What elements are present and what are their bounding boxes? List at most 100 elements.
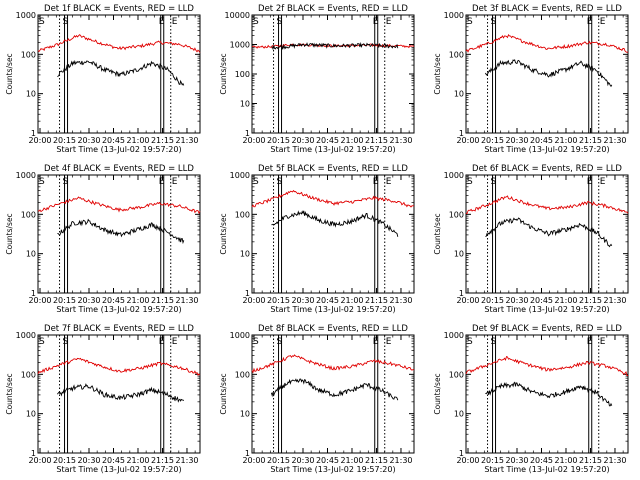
- y-axis-label: Counts/sec: [433, 213, 442, 254]
- x-tick-label: 20:15: [53, 456, 76, 465]
- lld-series-line: [37, 357, 201, 377]
- plot-frame: [251, 174, 415, 294]
- end-marker-label: E: [587, 177, 593, 187]
- x-tick-label: 21:15: [151, 296, 174, 305]
- start-marker-label: S: [491, 337, 497, 347]
- y-tick-label: 100: [235, 370, 250, 379]
- events-series-line: [57, 218, 185, 245]
- end-marker-label: E: [373, 337, 379, 347]
- plot-frame: [465, 174, 629, 294]
- end-marker-label: E: [159, 17, 165, 27]
- x-tick-label: 20:15: [481, 136, 504, 145]
- y-tick-label: 100: [449, 50, 464, 59]
- end-marker-label: E: [373, 177, 379, 187]
- y-tick-label: 1: [31, 129, 36, 138]
- y-tick-label: 10: [240, 100, 250, 109]
- y-tick-label: 1000: [230, 41, 250, 50]
- end-marker-label: E: [386, 177, 392, 187]
- y-tick-label: 10: [454, 250, 464, 259]
- lld-series-line: [37, 34, 201, 53]
- x-tick-label: 20:30: [291, 456, 314, 465]
- x-tick-label: 21:30: [389, 296, 412, 305]
- events-series-line: [485, 217, 613, 248]
- end-marker-label: E: [386, 337, 392, 347]
- x-tick-label: 21:30: [603, 456, 626, 465]
- y-tick-label: 1: [31, 289, 36, 298]
- lld-series-line: [251, 354, 415, 374]
- x-axis-label: Start Time (13-Jul-02 19:57:20): [484, 305, 609, 314]
- start-marker-label: S: [467, 17, 473, 27]
- end-marker-label: E: [172, 17, 178, 27]
- x-tick-label: 21:30: [175, 136, 198, 145]
- x-axis-label: Start Time (13-Jul-02 19:57:20): [56, 305, 181, 314]
- x-tick-label: 20:45: [530, 296, 553, 305]
- lld-series-line: [251, 189, 415, 208]
- x-tick-label: 20:45: [102, 296, 125, 305]
- x-tick-label: 20:45: [530, 456, 553, 465]
- chart-title: Det 5f BLACK = Events, RED = LLD: [258, 164, 408, 174]
- x-tick-label: 21:15: [365, 296, 388, 305]
- events-series-line: [485, 381, 613, 407]
- y-tick-label: 100: [449, 210, 464, 219]
- start-marker-label: S: [253, 337, 259, 347]
- chart-panel-5f: Det 5f BLACK = Events, RED = LLD 1 10 100 10…: [219, 164, 415, 314]
- x-tick-label: 20:15: [267, 456, 290, 465]
- x-tick-label: 20:00: [456, 296, 479, 305]
- end-marker-label: E: [587, 17, 593, 27]
- x-tick-label: 21:00: [554, 136, 577, 145]
- x-tick-label: 20:45: [102, 136, 125, 145]
- x-tick-label: 20:30: [291, 136, 314, 145]
- plot-frame: [465, 14, 629, 134]
- x-tick-label: 20:00: [28, 136, 51, 145]
- x-tick-label: 20:45: [316, 136, 339, 145]
- y-tick-label: 1000: [230, 331, 250, 340]
- x-tick-label: 20:00: [242, 296, 265, 305]
- start-marker-label: S: [277, 177, 283, 187]
- x-tick-label: 20:15: [267, 136, 290, 145]
- x-tick-label: 21:15: [365, 136, 388, 145]
- start-marker-label: S: [491, 17, 497, 27]
- x-tick-label: 21:30: [603, 296, 626, 305]
- end-marker-label: E: [373, 17, 379, 27]
- x-tick-label: 21:15: [579, 296, 602, 305]
- x-tick-label: 20:45: [316, 456, 339, 465]
- y-axis-label: Counts/sec: [433, 53, 442, 94]
- x-axis-label: Start Time (13-Jul-02 19:57:20): [270, 145, 395, 154]
- y-tick-label: 10000: [225, 11, 250, 20]
- start-marker-label: S: [277, 337, 283, 347]
- lld-series-line: [465, 355, 628, 376]
- y-tick-label: 100: [21, 370, 36, 379]
- y-tick-label: 1000: [16, 331, 36, 340]
- x-tick-label: 21:15: [151, 456, 174, 465]
- y-tick-label: 10: [240, 250, 250, 259]
- end-marker-label: E: [600, 17, 606, 27]
- start-marker-label: S: [39, 337, 45, 347]
- y-tick-label: 10: [26, 410, 36, 419]
- end-marker-label: E: [386, 17, 392, 27]
- chart-panel-8f: Det 8f BLACK = Events, RED = LLD 1 10 100 10…: [219, 324, 415, 474]
- end-marker-label: E: [172, 177, 178, 187]
- x-tick-label: 20:45: [530, 136, 553, 145]
- y-tick-label: 10: [454, 90, 464, 99]
- x-tick-label: 20:15: [481, 296, 504, 305]
- plot-frame: [37, 14, 201, 134]
- events-series-line: [57, 59, 185, 86]
- x-tick-label: 21:15: [151, 136, 174, 145]
- y-tick-label: 100: [235, 70, 250, 79]
- x-tick-label: 20:00: [242, 456, 265, 465]
- chart-panel-3f: Det 3f BLACK = Events, RED = LLD 1 10 100 10…: [433, 4, 629, 154]
- x-tick-label: 20:15: [267, 296, 290, 305]
- chart-title: Det 8f BLACK = Events, RED = LLD: [258, 324, 408, 334]
- plot-frame: [37, 334, 201, 454]
- x-axis-label: Start Time (13-Jul-02 19:57:20): [270, 305, 395, 314]
- y-tick-label: 1: [459, 129, 464, 138]
- y-axis-label: Counts/sec: [219, 53, 228, 94]
- x-tick-label: 21:00: [126, 136, 149, 145]
- chart-title: Det 9f BLACK = Events, RED = LLD: [472, 324, 622, 334]
- chart-panel-4f: Det 4f BLACK = Events, RED = LLD 1 10 100 10…: [5, 164, 201, 314]
- x-tick-label: 20:30: [77, 296, 100, 305]
- y-tick-label: 100: [21, 50, 36, 59]
- x-tick-label: 21:15: [365, 456, 388, 465]
- x-tick-label: 21:30: [175, 456, 198, 465]
- end-marker-label: E: [600, 337, 606, 347]
